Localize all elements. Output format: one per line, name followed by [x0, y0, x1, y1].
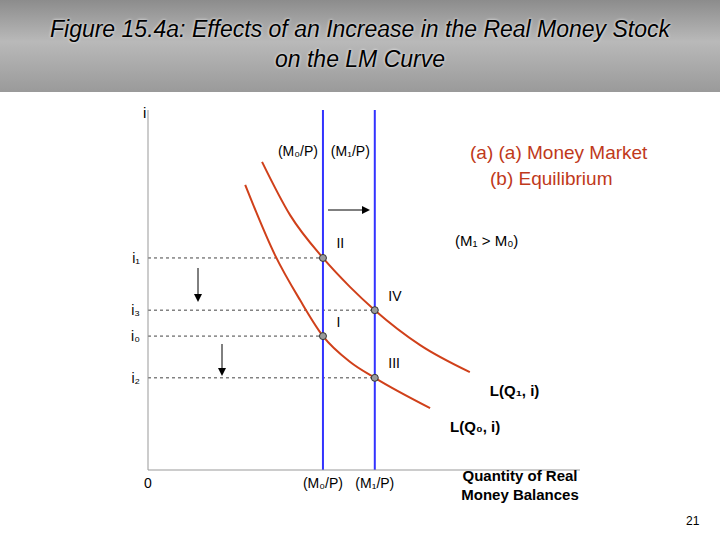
svg-text:III: III: [388, 355, 400, 371]
svg-text:(M₀/P): (M₀/P): [303, 475, 343, 491]
svg-text:L(Q₁, i): L(Q₁, i): [490, 382, 540, 399]
svg-text:i₃: i₃: [131, 302, 140, 318]
svg-text:i₁: i₁: [132, 250, 140, 266]
svg-text:i₀: i₀: [131, 328, 140, 344]
html-text:(b) Equilibrium: (b) Equilibrium: [490, 168, 613, 189]
svg-text:0: 0: [144, 475, 152, 491]
svg-text:IV: IV: [388, 288, 402, 304]
html-text:i: i: [143, 104, 147, 121]
html-text:Quantity of Real Money Balance: Quantity of Real Money Balances: [461, 467, 579, 503]
svg-text:II: II: [336, 235, 344, 251]
html-text:(a) (a) Money Market: (a) (a) Money Market: [470, 142, 648, 163]
svg-text:L(Q₀, i): L(Q₀, i): [450, 418, 500, 435]
svg-text:(M₀/P): (M₀/P): [278, 143, 318, 159]
html-text:21: 21: [686, 514, 700, 528]
svg-text:i₂: i₂: [131, 370, 140, 386]
svg-text:I: I: [336, 314, 340, 330]
svg-text:(M₁/P): (M₁/P): [331, 143, 370, 159]
svg-text:(M₁/P): (M₁/P): [355, 475, 394, 491]
html-text:Figure 15.4a: Effects of an In: Figure 15.4a: Effects of an Increase in …: [50, 16, 670, 72]
html-text:(M₁ > M₀): (M₁ > M₀): [455, 232, 519, 249]
